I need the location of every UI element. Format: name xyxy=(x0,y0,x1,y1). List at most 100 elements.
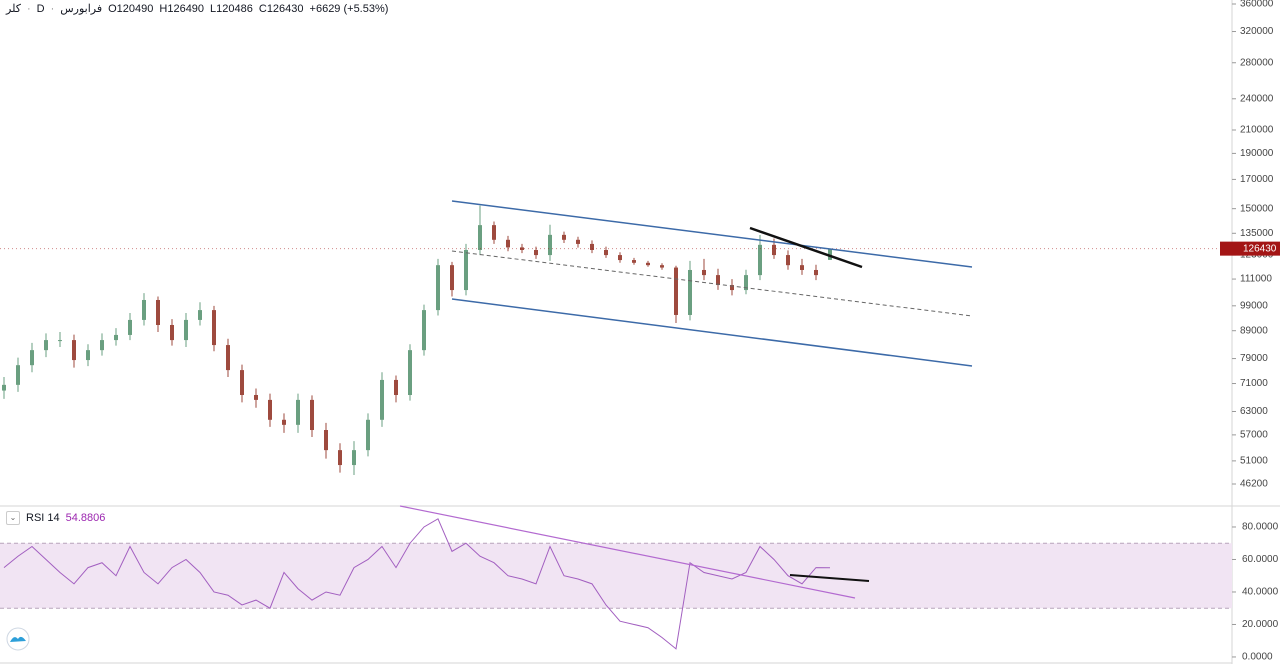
rsi-value: 54.8806 xyxy=(65,512,106,524)
rsi-band xyxy=(0,543,1232,609)
y-tick-label: 280000 xyxy=(1240,57,1274,68)
y-tick-label: 63000 xyxy=(1240,406,1268,417)
y-tick-label: 20.0000 xyxy=(1242,619,1279,630)
candle-body xyxy=(702,269,706,276)
candle-body xyxy=(212,310,216,346)
candle-body xyxy=(366,419,370,451)
candle-body xyxy=(758,244,762,276)
trend-line xyxy=(749,226,863,269)
logo-icon xyxy=(10,636,26,642)
candle-body xyxy=(422,310,426,351)
candle-body xyxy=(170,324,174,341)
y-tick-label: 46200 xyxy=(1240,479,1268,490)
candle-body xyxy=(240,370,244,396)
channel-bottom xyxy=(451,298,973,367)
y-tick-label: 40.0000 xyxy=(1242,587,1279,598)
y-tick-label: 99000 xyxy=(1240,300,1268,311)
candle-body xyxy=(44,340,48,351)
candle-body xyxy=(352,450,356,466)
y-tick-label: 0.0000 xyxy=(1242,652,1273,663)
candle-body xyxy=(114,334,118,341)
candle-body xyxy=(296,399,300,425)
candle-body xyxy=(548,234,552,256)
candle-body xyxy=(478,225,482,250)
collapse-button[interactable]: ⌄ xyxy=(6,511,20,525)
candle-body xyxy=(660,265,664,268)
y-tick-label: 135000 xyxy=(1240,228,1274,239)
last-price-box xyxy=(1220,241,1280,256)
drawings xyxy=(6,200,973,651)
y-tick-label: 71000 xyxy=(1240,378,1268,389)
candle-body xyxy=(646,262,650,266)
candle-body xyxy=(282,419,286,425)
rsi-legend: ⌄ RSI 14 54.8806 xyxy=(6,511,105,525)
candle-body xyxy=(786,255,790,266)
y-tick-label: 360000 xyxy=(1240,0,1274,10)
y-tick-label: 190000 xyxy=(1240,148,1274,159)
candle-body xyxy=(254,395,258,400)
candle-body xyxy=(772,244,776,256)
interval[interactable]: D xyxy=(36,2,45,15)
candle-body xyxy=(450,265,454,291)
candle-body xyxy=(72,340,76,361)
y-tick-label: 79000 xyxy=(1240,353,1268,364)
candle-body xyxy=(128,319,132,335)
y-tick-label: 111000 xyxy=(1240,274,1272,285)
candle-body xyxy=(744,275,748,291)
channel-mid xyxy=(451,250,973,317)
last-price-label: 126430 xyxy=(1243,243,1277,254)
candle-body xyxy=(828,248,832,260)
candle-body xyxy=(30,350,34,366)
rsi-trend-line xyxy=(399,505,856,599)
candle-body xyxy=(534,249,538,256)
candle-body xyxy=(58,340,62,342)
change: +6629 (+5.53%) xyxy=(309,2,389,15)
candle-body xyxy=(226,345,230,371)
candle-body xyxy=(576,239,580,244)
candle-body xyxy=(394,379,398,396)
rsi-black-line xyxy=(789,574,870,582)
candle-body xyxy=(506,239,510,248)
candle-body xyxy=(674,267,678,315)
candle-body xyxy=(436,265,440,311)
candle-body xyxy=(184,319,188,341)
y-tick-label: 51000 xyxy=(1240,456,1268,467)
candle-body xyxy=(814,269,818,276)
candle-body xyxy=(2,384,6,391)
separator: · xyxy=(50,2,55,15)
candle-body xyxy=(730,285,734,291)
y-tick-label: 57000 xyxy=(1240,430,1268,441)
y-tick-label: 240000 xyxy=(1240,93,1274,104)
y-tick-label: 170000 xyxy=(1240,174,1274,185)
candle-body xyxy=(520,247,524,250)
rsi-title: RSI 14 xyxy=(26,512,60,524)
candles xyxy=(2,205,832,476)
candle-body xyxy=(380,379,384,420)
y-tick-label: 320000 xyxy=(1240,26,1274,37)
separator: · xyxy=(26,2,31,15)
y-tick-label: 80.0000 xyxy=(1242,522,1279,533)
candle-body xyxy=(100,340,104,351)
candle-body xyxy=(16,365,20,385)
y-tick-label: 60.0000 xyxy=(1242,554,1279,565)
exchange: فرابورس xyxy=(60,3,103,15)
candle-body xyxy=(590,243,594,250)
rsi-line xyxy=(3,518,831,650)
candle-body xyxy=(562,234,566,240)
open: O120490 xyxy=(108,2,154,15)
candle-body xyxy=(604,249,608,256)
candle-body xyxy=(800,265,804,270)
candle-body xyxy=(408,350,412,396)
y-tick-label: 150000 xyxy=(1240,203,1274,214)
candle-body xyxy=(198,310,202,320)
candle-body xyxy=(310,399,314,431)
candle-body xyxy=(492,225,496,240)
candle-body xyxy=(632,260,636,263)
symbol: کلر xyxy=(6,3,21,15)
low: L120486 xyxy=(210,2,253,15)
high: H126490 xyxy=(159,2,205,15)
candle-body xyxy=(464,249,468,291)
y-tick-label: 89000 xyxy=(1240,325,1268,336)
